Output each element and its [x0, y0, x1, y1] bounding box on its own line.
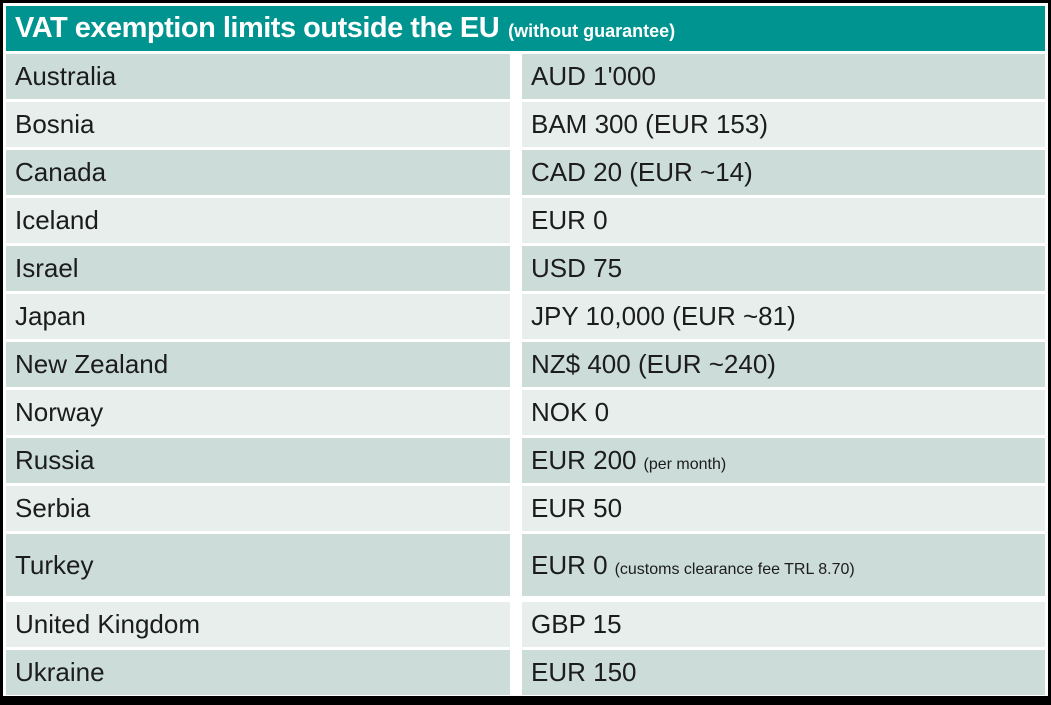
value-text: EUR 50 [531, 493, 623, 523]
country-cell: Serbia [6, 486, 510, 531]
table-row: Canada CAD 20 (EUR ~14) [6, 150, 1045, 195]
country-cell: Israel [6, 246, 510, 291]
value-cell: EUR 0 (customs clearance fee TRL 8.70) [522, 534, 1045, 596]
table-row: Japan JPY 10,000 (EUR ~81) [6, 294, 1045, 339]
value-note: (customs clearance fee TRL 8.70) [614, 560, 855, 578]
value-text: NZ$ 400 (EUR ~240) [531, 349, 776, 379]
value-text: AUD 1'000 [531, 61, 656, 91]
value-line: EUR 0 [531, 205, 608, 236]
value-text: EUR 200 [531, 445, 637, 475]
value-text: EUR 0 [531, 549, 608, 580]
value-text: NOK 0 [531, 397, 610, 427]
value-text: JPY 10,000 (EUR ~81) [531, 301, 796, 331]
value-line: CAD 20 (EUR ~14) [531, 157, 753, 188]
country-cell: Japan [6, 294, 510, 339]
table-row: New Zealand NZ$ 400 (EUR ~240) [6, 342, 1045, 387]
value-cell: EUR 0 [522, 198, 1045, 243]
table-row: Israel USD 75 [6, 246, 1045, 291]
value-text: BAM 300 (EUR 153) [531, 109, 768, 139]
value-cell: JPY 10,000 (EUR ~81) [522, 294, 1045, 339]
table-title: VAT exemption limits outside the EU [15, 12, 500, 44]
value-cell: BAM 300 (EUR 153) [522, 102, 1045, 147]
table-subtitle: (without guarantee) [508, 20, 676, 41]
table-title-bar: VAT exemption limits outside the EU (wit… [6, 6, 1045, 51]
country-cell: Bosnia [6, 102, 510, 147]
country-cell: Russia [6, 438, 510, 483]
value-text: EUR 0 [531, 205, 608, 235]
country-cell: Ukraine [6, 650, 510, 695]
value-line: GBP 15 [531, 609, 622, 640]
value-line: BAM 300 (EUR 153) [531, 109, 768, 140]
country-cell: Turkey [6, 534, 510, 596]
value-cell: AUD 1'000 [522, 54, 1045, 99]
value-line: EUR 150 [531, 657, 637, 688]
value-cell: CAD 20 (EUR ~14) [522, 150, 1045, 195]
table-body: Australia AUD 1'000 Bosnia BAM 300 (EUR … [6, 54, 1045, 695]
table-row: Iceland EUR 0 [6, 198, 1045, 243]
table-row: Ukraine EUR 150 [6, 650, 1045, 695]
value-line: AUD 1'000 [531, 61, 656, 92]
value-line: EUR 0 (customs clearance fee TRL 8.70) [531, 550, 855, 581]
value-line: JPY 10,000 (EUR ~81) [531, 301, 796, 332]
value-cell: EUR 50 [522, 486, 1045, 531]
value-text: CAD 20 (EUR ~14) [531, 157, 753, 187]
country-cell: United Kingdom [6, 602, 510, 647]
value-cell: USD 75 [522, 246, 1045, 291]
value-line: EUR 50 [531, 493, 622, 524]
value-cell: EUR 200 (per month) [522, 438, 1045, 483]
table-row: Australia AUD 1'000 [6, 54, 1045, 99]
value-cell: NZ$ 400 (EUR ~240) [522, 342, 1045, 387]
country-cell: Iceland [6, 198, 510, 243]
country-cell: Norway [6, 390, 510, 435]
value-line: NZ$ 400 (EUR ~240) [531, 349, 776, 380]
table-row: Turkey EUR 0 (customs clearance fee TRL 8… [6, 534, 1045, 596]
value-line: USD 75 [531, 253, 622, 284]
value-cell: NOK 0 [522, 390, 1045, 435]
value-text: GBP 15 [531, 609, 622, 639]
country-cell: Canada [6, 150, 510, 195]
country-cell: New Zealand [6, 342, 510, 387]
table-row: United Kingdom GBP 15 [6, 602, 1045, 647]
value-text: EUR 150 [531, 657, 637, 687]
value-line: EUR 200 (per month) [531, 445, 726, 476]
value-cell: EUR 150 [522, 650, 1045, 695]
table-row: Norway NOK 0 [6, 390, 1045, 435]
value-note: (per month) [643, 456, 727, 473]
country-cell: Australia [6, 54, 510, 99]
table-row: Serbia EUR 50 [6, 486, 1045, 531]
value-line: NOK 0 [531, 397, 609, 428]
table-row: Russia EUR 200 (per month) [6, 438, 1045, 483]
value-text: USD 75 [531, 253, 623, 283]
value-cell: GBP 15 [522, 602, 1045, 647]
table-row: Bosnia BAM 300 (EUR 153) [6, 102, 1045, 147]
